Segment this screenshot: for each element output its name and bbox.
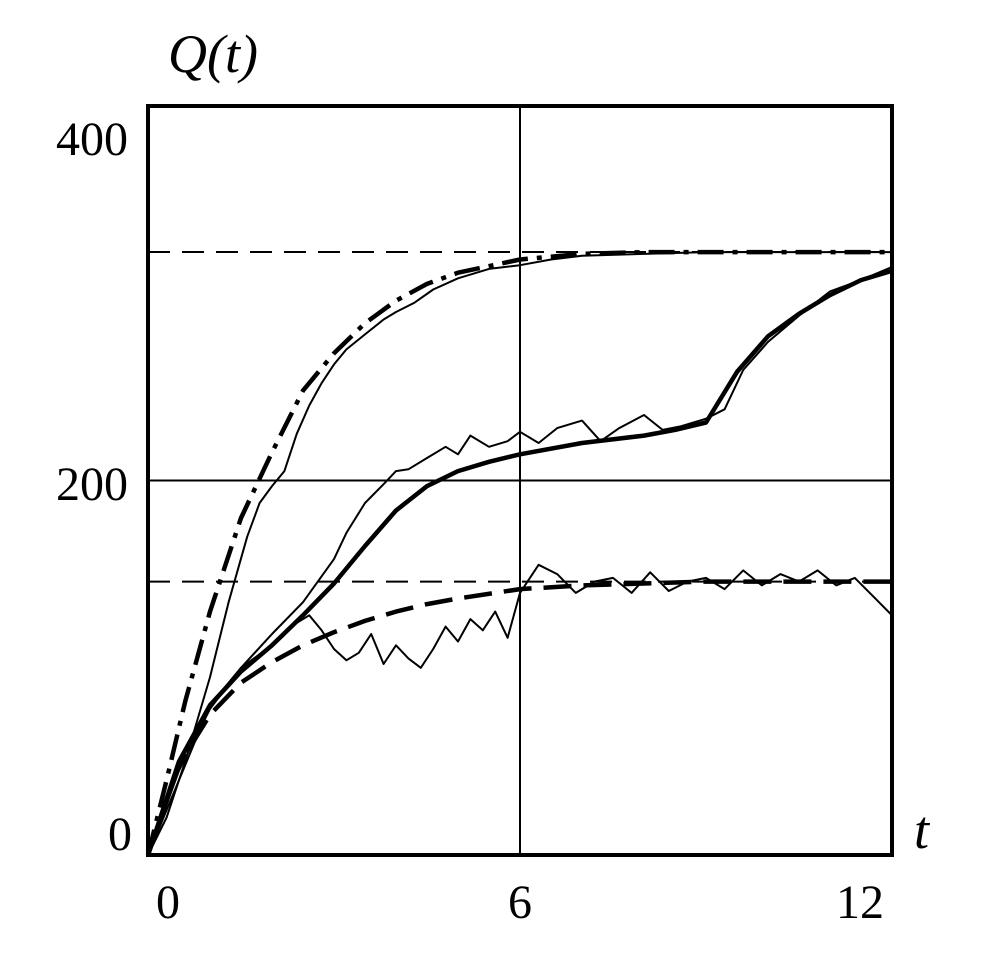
y-axis-title: Q(t) (168, 24, 258, 84)
plot-frame (146, 104, 894, 857)
series-line-5 (145, 579, 892, 856)
series-line-2 (147, 251, 892, 856)
grid-layer (148, 106, 892, 855)
y-tick-label-200: 200 (56, 458, 128, 511)
x-tick-label-6: 6 (508, 876, 532, 929)
series-line-6 (147, 563, 893, 856)
series-layer (145, 249, 893, 856)
x-tick-label-0: 0 (156, 876, 180, 929)
y-tick-label-400: 400 (56, 113, 128, 166)
x-axis-title: t (914, 800, 931, 860)
x-tick-label-12: 12 (836, 876, 884, 929)
series-line-4 (147, 266, 893, 856)
y-tick-label-0: 0 (108, 808, 132, 861)
